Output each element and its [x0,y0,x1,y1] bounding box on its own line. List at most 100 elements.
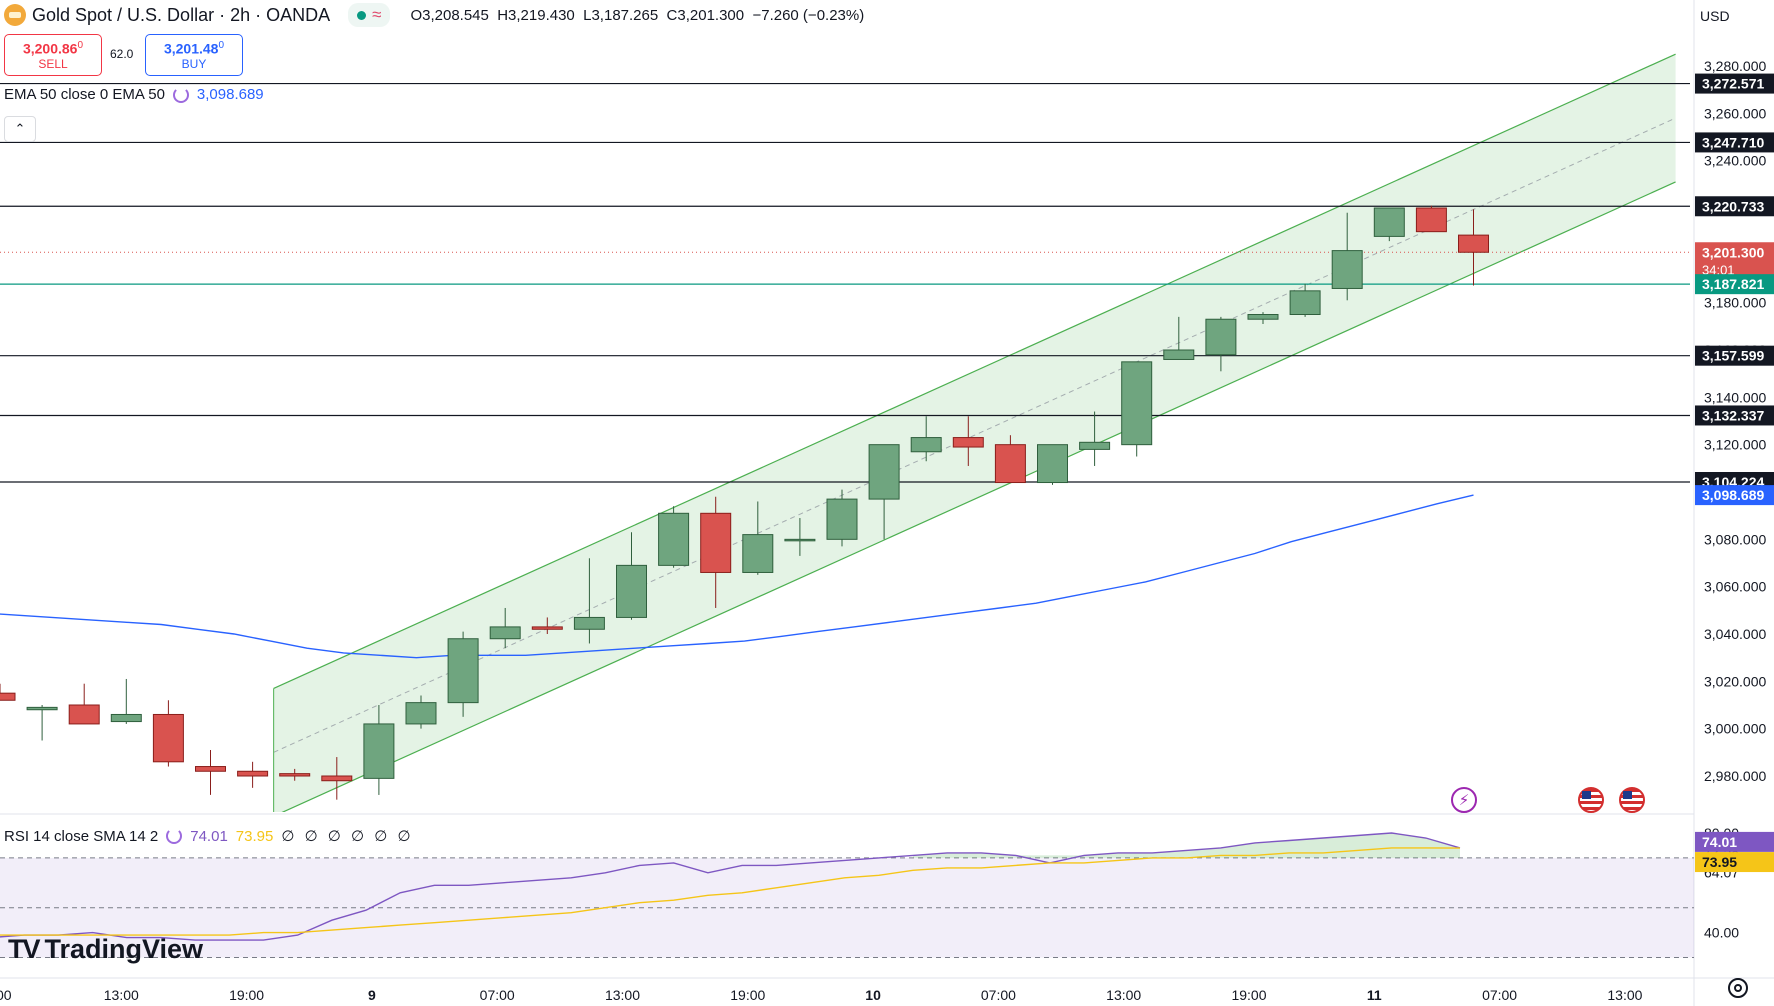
candle-body [1373,207,1405,237]
candle-body [195,766,226,772]
candle-body [237,770,269,777]
level-price-tag-bg [1695,196,1774,217]
candle-body [658,512,690,566]
channel-fill [273,54,1676,812]
rsi-tick-label: 40.00 [1704,925,1739,941]
rsi-legend[interactable]: RSI 14 close SMA 14 2 74.01 73.95 ∅ ∅ ∅ … [4,827,414,846]
candle-body [1121,361,1153,446]
rsi-sma-value-tag-bg [1695,852,1774,873]
candle-body [405,702,437,725]
ohlc-change: −7.260 (−0.23%) [752,6,865,24]
buy-button[interactable]: 3,201.480 BUY [145,34,243,76]
candle-body [573,616,605,630]
market-status[interactable]: ≈ [348,3,391,27]
current-price-tag-countdown: 34:01 [1702,262,1735,277]
gear-icon[interactable] [1728,978,1748,998]
chevron-up-icon: ⌃ [14,121,26,136]
price-tick-label: 3,120.000 [1704,437,1766,453]
chart-header: Gold Spot / U.S. Dollar · 2h · OANDA ≈ O… [0,0,864,30]
price-tick-label: 3,000.000 [1704,721,1766,737]
price-tick-label: 3,240.000 [1704,153,1766,169]
main-plot [0,53,1690,812]
level-price-tag: 3,220.733 [1702,198,1764,214]
collapse-legend-button[interactable]: ⌃ [4,116,36,142]
rsi-empty-values: ∅ ∅ ∅ ∅ ∅ ∅ [281,828,414,845]
candle-body [447,638,479,704]
candle-body [1415,207,1447,233]
candle-body [826,498,858,540]
time-tick-label: 07:00 [480,987,515,1003]
ohlc-readout: O3,208.545 H3,219.430 L3,187.265 C3,201.… [410,7,864,24]
rsi-sma-line [0,847,1461,936]
sell-label: SELL [38,56,68,71]
refresh-icon[interactable] [166,828,183,844]
candle-body [742,534,774,573]
candle-body [0,692,16,701]
current-price-tag-bg [1695,242,1774,281]
candle-body [1079,441,1111,450]
candle-body [1037,444,1068,484]
flash-event-icon[interactable]: ⚡ [1451,787,1477,813]
time-tick-label: 9 [368,987,376,1003]
ema-legend[interactable]: EMA 50 close 0 EMA 50 3,098.689 [4,86,264,103]
gold-symbol-icon [4,4,26,26]
level-price-tag-bg [1695,73,1774,94]
sell-button[interactable]: 3,200.860 SELL [4,34,102,76]
channel-mid-line [273,117,1676,753]
ohlc-close: C3,201.300 [666,6,745,24]
candle-body [700,512,732,573]
candle-body [994,444,1026,484]
tradingview-mark-icon: TV [8,934,40,964]
candle-body [952,437,984,448]
rsi-value-tag: 74.01 [1702,834,1737,850]
time-tick-label: 07:00 [981,987,1016,1003]
candle-body [1289,290,1321,316]
candle-body [784,538,816,542]
us-flag-event-icon[interactable] [1619,787,1645,813]
candle-body [110,713,142,723]
price-tick-label: 3,080.000 [1704,531,1766,547]
refresh-icon[interactable] [172,86,189,103]
candle-body [1458,234,1489,253]
price-tick-label: 3,140.000 [1704,389,1766,405]
time-tick-label: 11 [1367,987,1382,1003]
price-tick-label: 3,260.000 [1704,105,1766,121]
candle-body [1163,349,1195,360]
time-tick-label: 00 [0,987,12,1003]
time-tick-label: 13:00 [1106,987,1141,1003]
wave-icon: ≈ [372,5,382,24]
time-tick-label: 10 [865,987,881,1003]
candle-body [868,444,900,500]
tradingview-logo[interactable]: TV TradingView [8,934,203,965]
channel-lower-line [281,181,1676,812]
tradingview-wordmark: TradingView [44,934,204,964]
ema-price-tag: 3,098.689 [1702,487,1764,503]
buy-label: BUY [181,56,207,71]
rsi-sma-value-tag: 73.95 [1702,854,1737,870]
symbol-title[interactable]: Gold Spot / U.S. Dollar · 2h · OANDA [32,4,331,25]
market-open-dot-icon [357,10,367,20]
candle-body [1331,250,1363,289]
ohlc-low: L3,187.265 [583,6,659,24]
level-price-tag-bg [1695,132,1774,153]
reference-price-tag: 3,187.821 [1702,276,1764,292]
price-tick-label: 3,060.000 [1704,579,1766,595]
ema-legend-value: 3,098.689 [196,86,264,103]
ohlc-open: O3,208.545 [410,6,489,24]
level-price-tag-bg [1695,345,1774,366]
ema-price-tag-bg [1695,485,1774,506]
rsi-legend-value: 74.01 [190,827,228,845]
price-tick-label: 3,020.000 [1704,673,1766,689]
candle-body [489,626,521,640]
time-tick-label: 19:00 [229,987,264,1003]
candle-body [531,626,563,630]
spread-value: 62.0 [110,47,134,61]
price-tick-label: 3,280.000 [1704,58,1766,74]
reference-price-tag-bg [1695,274,1774,295]
candle-body [616,564,647,618]
us-flag-event-icon[interactable] [1578,787,1604,813]
rsi-sma-legend-value: 73.95 [235,827,274,845]
currency-selector[interactable]: USD [1700,8,1730,24]
